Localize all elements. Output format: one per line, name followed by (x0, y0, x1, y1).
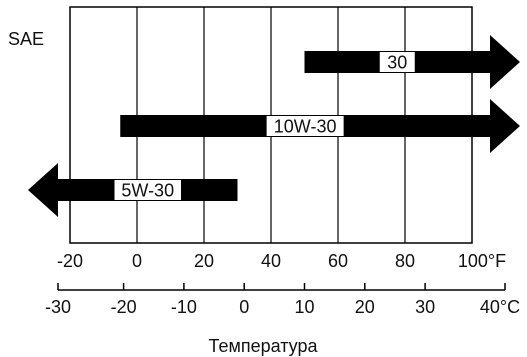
sae-axis-label: SAE (8, 29, 44, 49)
fahrenheit-tick-labels: -20 0 20 40 60 80 100°F (57, 251, 506, 271)
celsius-tick-label: 10 (294, 297, 314, 317)
fahrenheit-tick-label: 0 (132, 251, 142, 271)
bar-label-box (114, 180, 181, 200)
bar-label-box (379, 52, 415, 72)
celsius-tick-label: -20 (111, 297, 137, 317)
celsius-tick-label: 30 (415, 297, 435, 317)
fahrenheit-tick-label: 100°F (458, 251, 506, 271)
bar-label: 30 (387, 53, 407, 73)
fahrenheit-tick-label: 80 (395, 251, 415, 271)
celsius-tick-label: -30 (45, 297, 71, 317)
celsius-tick-label: 20 (355, 297, 375, 317)
fahrenheit-tick-label: 40 (261, 251, 281, 271)
viscosity-bars: 30 10W-30 5W-30 (28, 35, 520, 217)
fahrenheit-tick-label: -20 (57, 251, 83, 271)
bar-label: 10W-30 (274, 117, 337, 137)
bar-label: 5W-30 (121, 181, 174, 201)
bar-label-box (266, 116, 344, 136)
fahrenheit-tick-label: 60 (328, 251, 348, 271)
celsius-scale: -30 -20 -10 0 10 20 30 40°C (45, 283, 520, 317)
celsius-tick-label: 0 (239, 297, 249, 317)
celsius-tick-label: -10 (171, 297, 197, 317)
celsius-tick-label: 40°C (480, 297, 520, 317)
fahrenheit-tick-label: 20 (194, 251, 214, 271)
temperature-caption: Температура (208, 336, 318, 356)
